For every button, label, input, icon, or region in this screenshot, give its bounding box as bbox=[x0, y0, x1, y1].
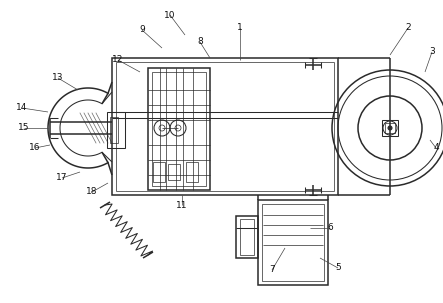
Text: 13: 13 bbox=[52, 74, 64, 82]
Text: 7: 7 bbox=[269, 265, 275, 275]
Text: 5: 5 bbox=[335, 264, 341, 272]
Text: 10: 10 bbox=[164, 11, 176, 19]
Bar bbox=[186, 162, 198, 182]
Bar bbox=[258, 200, 328, 285]
Circle shape bbox=[388, 126, 392, 130]
Text: 11: 11 bbox=[176, 201, 188, 209]
Bar bbox=[148, 68, 210, 190]
Text: 3: 3 bbox=[429, 48, 435, 56]
Bar bbox=[240, 219, 254, 255]
Bar bbox=[110, 117, 118, 143]
Text: 2: 2 bbox=[405, 24, 411, 32]
Text: 16: 16 bbox=[29, 144, 41, 152]
Bar bbox=[385, 123, 395, 133]
Text: 4: 4 bbox=[433, 144, 439, 152]
Text: 8: 8 bbox=[197, 38, 203, 46]
Bar bbox=[112, 58, 338, 195]
Text: 1: 1 bbox=[237, 24, 243, 32]
Bar bbox=[236, 216, 258, 258]
Text: 12: 12 bbox=[113, 55, 124, 65]
Text: 17: 17 bbox=[56, 174, 68, 182]
Text: 9: 9 bbox=[139, 25, 145, 35]
Bar bbox=[152, 72, 206, 186]
Text: 18: 18 bbox=[86, 188, 98, 197]
Bar bbox=[168, 164, 180, 180]
Bar bbox=[382, 120, 398, 136]
Text: 6: 6 bbox=[327, 224, 333, 232]
Bar bbox=[153, 162, 165, 182]
Bar bbox=[107, 112, 125, 148]
Text: 15: 15 bbox=[18, 124, 30, 132]
Bar bbox=[262, 204, 324, 281]
Text: 14: 14 bbox=[16, 104, 27, 112]
